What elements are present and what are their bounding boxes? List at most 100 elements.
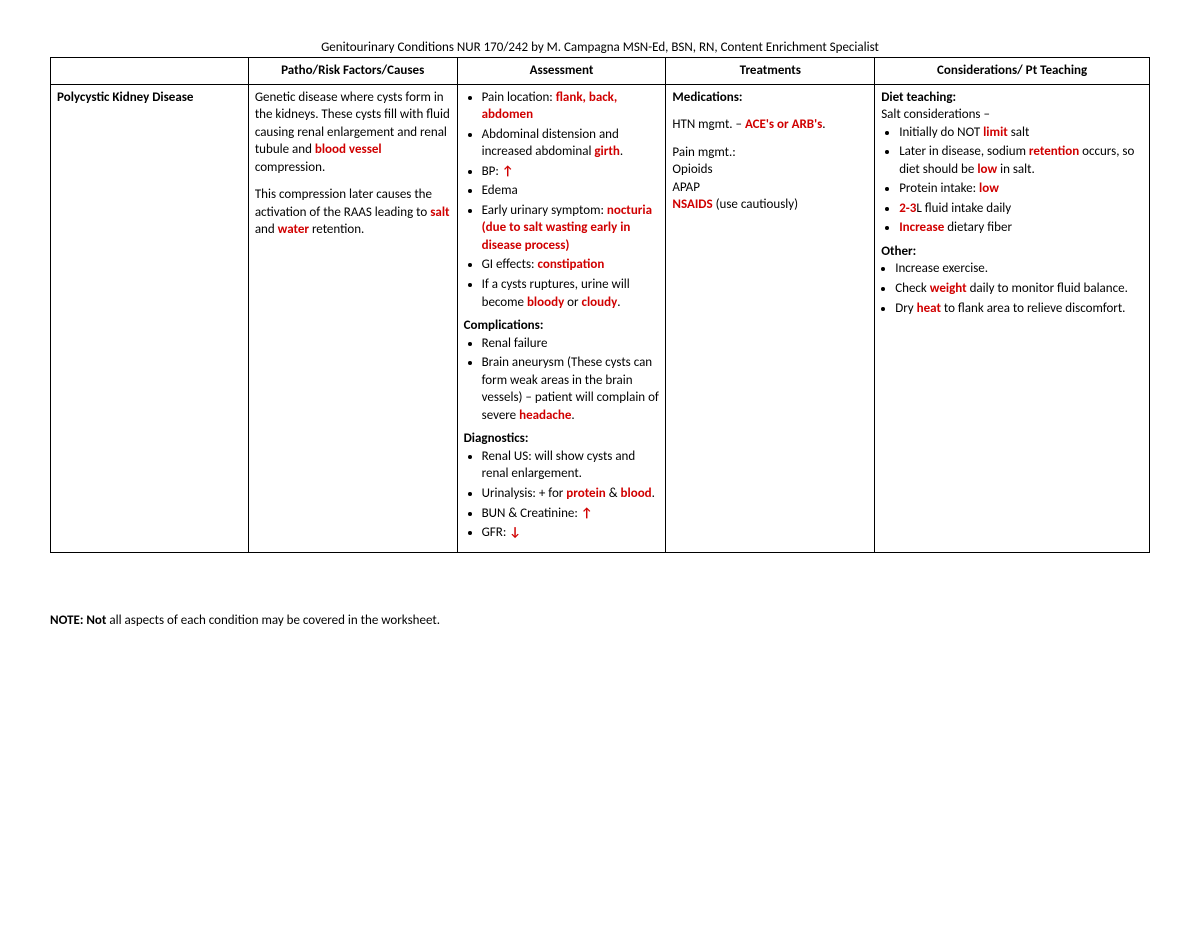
text-red: ACE's or ARB's [745,117,822,132]
diagnostics-list: Renal US: will show cysts and renal enla… [464,448,660,542]
list-item: BP: ↑ [482,163,660,181]
text: salt [1008,125,1030,140]
text: Urinalysis: + for [482,486,567,501]
diagnostics-label: Diagnostics: [464,430,660,448]
list-item: Renal US: will show cysts and renal enla… [482,448,660,483]
text: or [564,295,581,310]
col-header-assessment: Assessment [457,58,666,85]
list-item: Urinalysis: + for protein & blood. [482,485,660,503]
medications-label: Medications: [672,89,868,107]
pain-item: NSAIDS (use cautiously) [672,196,868,214]
list-item: 2-3L fluid intake daily [899,200,1143,218]
list-item: Initially do NOT limit salt [899,124,1143,142]
footer-note: NOTE: Not all aspects of each condition … [50,613,1150,628]
list-item: BUN & Creatinine: ↑ [482,505,660,523]
text-red: NSAIDS [672,197,712,212]
text-red: constipation [537,257,604,272]
note-rest: all aspects of each condition may be cov… [106,613,440,628]
text-red: ↑ [581,506,593,521]
other-list: Increase exercise. Check weight daily to… [881,260,1143,317]
text-red: protein [566,486,606,501]
list-item: Later in disease, sodium retention occur… [899,143,1143,178]
assessment-list: Pain location: flank, back, abdomen Abdo… [464,89,660,312]
text-red: water [278,222,309,237]
text-red: low [979,181,999,196]
list-item: Increase exercise. [895,260,1143,278]
text: . [571,408,574,423]
text-red: limit [983,125,1008,140]
cell-patho: Genetic disease where cysts form in the … [248,84,457,552]
text-red: salt [430,205,449,220]
text: . [620,144,623,159]
text-red: retention [1029,144,1079,159]
text: compression. [255,160,325,175]
text: BUN & Creatinine: [482,506,581,521]
table-header-row: Patho/Risk Factors/Causes Assessment Tre… [51,58,1150,85]
diet-list: Initially do NOT limit salt Later in dis… [881,124,1143,237]
text: retention. [309,222,364,237]
patho-para-2: This compression later causes the activa… [255,186,451,239]
text-red: headache [519,408,571,423]
text: Pain location: [482,90,556,105]
list-item: Increase dietary fiber [899,219,1143,237]
text: dietary fiber [944,220,1012,235]
document-title: Genitourinary Conditions NUR 170/242 by … [50,40,1150,55]
text: (use cautiously) [713,197,798,212]
text: in salt. [997,162,1035,177]
list-item: Check weight daily to monitor fluid bala… [895,280,1143,298]
text-red: Increase [899,220,944,235]
cell-teaching: Diet teaching: Salt considerations – Ini… [875,84,1150,552]
conditions-table: Patho/Risk Factors/Causes Assessment Tre… [50,57,1150,553]
text: Dry [895,301,916,316]
text-red: ↑ [502,164,514,179]
col-header-patho: Patho/Risk Factors/Causes [248,58,457,85]
text-red: weight [930,281,967,296]
text-red: 2-3 [899,201,916,216]
pain-mgmt-label: Pain mgmt.: [672,144,868,162]
text: This compression later causes the activa… [255,187,432,220]
text: Initially do NOT [899,125,983,140]
diet-teaching-label: Diet teaching: [881,89,1143,107]
other-label: Other: [881,243,1143,261]
cell-assessment: Pain location: flank, back, abdomen Abdo… [457,84,666,552]
text-red: ↓ [509,525,521,540]
cell-condition: Polycystic Kidney Disease [51,84,249,552]
list-item: GFR: ↓ [482,524,660,542]
text: BP: [482,164,502,179]
table-row: Polycystic Kidney Disease Genetic diseas… [51,84,1150,552]
text: GI effects: [482,257,538,272]
text-red: cloudy [582,295,618,310]
text: . [822,117,825,132]
patho-para-1: Genetic disease where cysts form in the … [255,89,451,177]
list-item: Renal failure [482,335,660,353]
text: & [606,486,621,501]
complications-list: Renal failure Brain aneurysm (These cyst… [464,335,660,425]
text-red: blood [621,486,652,501]
htn-mgmt: HTN mgmt. – ACE's or ARB's. [672,116,868,134]
text: to flank area to relieve discomfort. [941,301,1126,316]
text: . [617,295,620,310]
list-item: If a cysts ruptures, urine will become b… [482,276,660,311]
list-item: GI effects: constipation [482,256,660,274]
text-red: bloody [527,295,564,310]
col-header-teaching: Considerations/ Pt Teaching [875,58,1150,85]
text-red: low [977,162,997,177]
condition-name: Polycystic Kidney Disease [57,90,193,105]
text: GFR: [482,525,510,540]
text: L fluid intake daily [916,201,1011,216]
list-item: Pain location: flank, back, abdomen [482,89,660,124]
text: Protein intake: [899,181,979,196]
list-item: Brain aneurysm (These cysts can form wea… [482,354,660,424]
text: Early urinary symptom: [482,203,607,218]
text-red: girth [594,144,619,159]
salt-sublabel: Salt considerations – [881,106,1143,124]
list-item: Early urinary symptom: nocturia (due to … [482,202,660,255]
col-header-condition [51,58,249,85]
list-item: Dry heat to flank area to relieve discom… [895,300,1143,318]
note-bold: NOTE: Not [50,613,106,628]
text-red: blood vessel [315,142,382,157]
text: Later in disease, sodium [899,144,1029,159]
list-item: Protein intake: low [899,180,1143,198]
pain-item: Opioids [672,161,868,179]
cell-treatments: Medications: HTN mgmt. – ACE's or ARB's.… [666,84,875,552]
